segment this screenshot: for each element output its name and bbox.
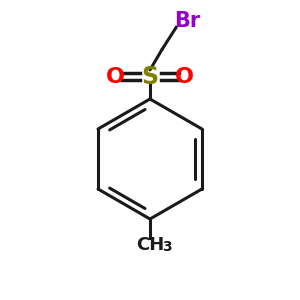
Text: O: O <box>106 67 125 86</box>
Text: CH: CH <box>136 236 164 253</box>
Text: O: O <box>175 67 194 86</box>
Text: S: S <box>141 64 159 88</box>
Text: Br: Br <box>174 11 201 31</box>
Text: 3: 3 <box>162 240 171 254</box>
